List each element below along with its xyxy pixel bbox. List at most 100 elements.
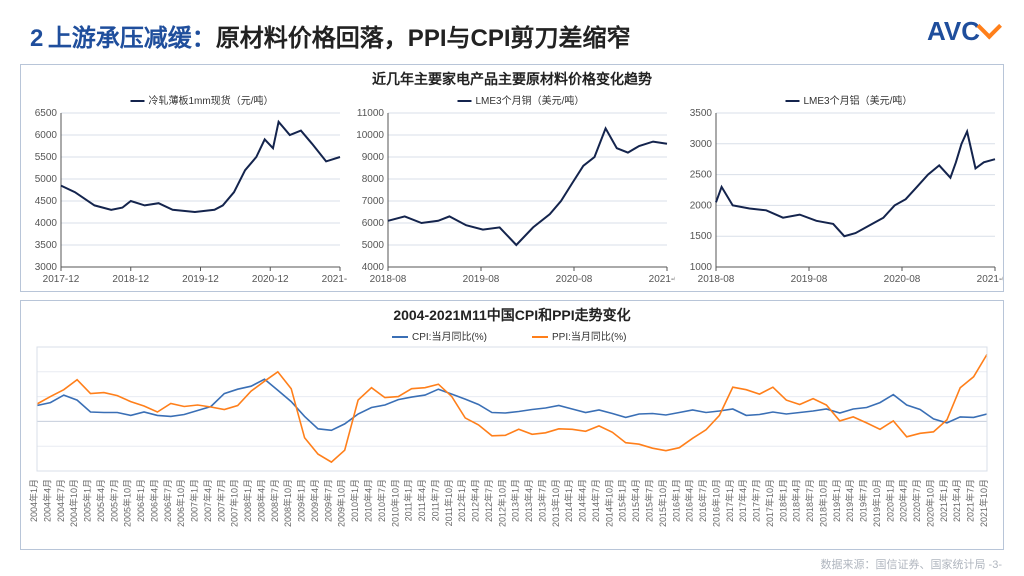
svg-text:9000: 9000 <box>362 152 385 163</box>
svg-text:2010年7月: 2010年7月 <box>376 479 387 522</box>
chart-cpi-ppi: 2004年1月2004年4月2004年7月2004年10月2005年1月2005… <box>21 327 1003 549</box>
chart-steel: 300035004000450050005500600065002017-122… <box>21 91 348 291</box>
svg-text:LME3个月铜（美元/吨）: LME3个月铜（美元/吨） <box>476 94 585 107</box>
svg-text:CPI:当月同比(%): CPI:当月同比(%) <box>412 330 487 343</box>
svg-text:2006年1月: 2006年1月 <box>135 479 146 522</box>
svg-text:PPI:当月同比(%): PPI:当月同比(%) <box>552 330 626 343</box>
page-header: 2 上游承压减缓：原材料价格回落，PPI与CPI剪刀差缩窄 <box>30 18 994 58</box>
svg-text:3000: 3000 <box>35 262 58 273</box>
svg-text:2018年4月: 2018年4月 <box>791 479 802 522</box>
svg-text:4000: 4000 <box>35 218 58 229</box>
svg-text:5000: 5000 <box>35 174 58 185</box>
top-section-title: 近几年主要家电产品主要原材料价格变化趋势 <box>21 65 1003 91</box>
svg-text:2008年7月: 2008年7月 <box>269 479 280 522</box>
svg-text:2021-08: 2021-08 <box>649 274 675 285</box>
svg-text:2012年10月: 2012年10月 <box>496 479 507 527</box>
bottom-section-title: 2004-2021M11中国CPI和PPI走势变化 <box>21 301 1003 327</box>
svg-text:2017年4月: 2017年4月 <box>737 479 748 522</box>
svg-text:2021年7月: 2021年7月 <box>965 479 976 522</box>
svg-text:2015年1月: 2015年1月 <box>617 479 628 522</box>
svg-text:1000: 1000 <box>689 262 712 273</box>
svg-text:2006年7月: 2006年7月 <box>162 479 173 522</box>
svg-text:2017年10月: 2017年10月 <box>764 479 775 527</box>
svg-text:2019-08: 2019-08 <box>790 274 827 285</box>
svg-text:7000: 7000 <box>362 196 385 207</box>
svg-text:2013年4月: 2013年4月 <box>523 479 534 522</box>
svg-text:10000: 10000 <box>357 130 385 141</box>
svg-text:2021年10月: 2021年10月 <box>978 479 989 527</box>
svg-text:2012年4月: 2012年4月 <box>470 479 481 522</box>
svg-text:2010年4月: 2010年4月 <box>363 479 374 522</box>
svg-text:2016年10月: 2016年10月 <box>710 479 721 527</box>
top-charts-section: 近几年主要家电产品主要原材料价格变化趋势 3000 3500 4000 4500 500… <box>20 64 1004 292</box>
svg-text:2010年10月: 2010年10月 <box>389 479 400 527</box>
svg-text:2008年1月: 2008年1月 <box>242 479 253 522</box>
svg-text:2007年7月: 2007年7月 <box>215 479 226 522</box>
svg-text:2019-12: 2019-12 <box>182 274 219 285</box>
svg-text:2018-12: 2018-12 <box>112 274 149 285</box>
svg-text:2013年10月: 2013年10月 <box>550 479 561 527</box>
svg-text:2021年4月: 2021年4月 <box>951 479 962 522</box>
svg-text:2004年7月: 2004年7月 <box>55 479 66 522</box>
svg-text:2500: 2500 <box>689 170 712 181</box>
svg-text:3500: 3500 <box>35 240 58 251</box>
svg-text:2014年7月: 2014年7月 <box>590 479 601 522</box>
svg-text:2014年1月: 2014年1月 <box>563 479 574 522</box>
svg-text:2019年10月: 2019年10月 <box>871 479 882 527</box>
svg-text:2020-12: 2020-12 <box>252 274 289 285</box>
svg-text:2005年7月: 2005年7月 <box>108 479 119 522</box>
svg-text:2021-12: 2021-12 <box>322 274 348 285</box>
bottom-chart-section: 2004-2021M11中国CPI和PPI走势变化 2004年1月2004年4月… <box>20 300 1004 550</box>
svg-text:2010年1月: 2010年1月 <box>349 479 360 522</box>
svg-text:2007年10月: 2007年10月 <box>229 479 240 527</box>
svg-text:2004年1月: 2004年1月 <box>28 479 39 522</box>
svg-text:11000: 11000 <box>357 108 385 119</box>
svg-text:2020年1月: 2020年1月 <box>884 479 895 522</box>
svg-text:2007年4月: 2007年4月 <box>202 479 213 522</box>
svg-text:2016年4月: 2016年4月 <box>684 479 695 522</box>
svg-text:2020年10月: 2020年10月 <box>924 479 935 527</box>
svg-text:4500: 4500 <box>35 196 58 207</box>
svg-text:2011年10月: 2011年10月 <box>443 479 454 526</box>
svg-text:2011年7月: 2011年7月 <box>429 479 440 521</box>
svg-text:2019年1月: 2019年1月 <box>831 479 842 522</box>
svg-text:2000: 2000 <box>689 200 712 211</box>
svg-text:6500: 6500 <box>35 108 58 119</box>
svg-text:4000: 4000 <box>362 262 385 273</box>
chart-aluminum: 1000150020002500300035002018-082019-0820… <box>676 91 1003 291</box>
svg-text:5000: 5000 <box>362 240 385 251</box>
svg-text:2014年10月: 2014年10月 <box>603 479 614 527</box>
svg-text:2004年4月: 2004年4月 <box>41 479 52 522</box>
svg-text:2019年7月: 2019年7月 <box>858 479 869 522</box>
svg-text:2017年7月: 2017年7月 <box>751 479 762 522</box>
svg-text:2016年1月: 2016年1月 <box>670 479 681 522</box>
svg-text:2015年10月: 2015年10月 <box>657 479 668 527</box>
svg-text:5500: 5500 <box>35 152 58 163</box>
svg-text:2020-08: 2020-08 <box>883 274 920 285</box>
svg-text:2020-08: 2020-08 <box>556 274 593 285</box>
svg-text:3500: 3500 <box>689 108 712 119</box>
svg-text:冷轧薄板1mm现货（元/吨）: 冷轧薄板1mm现货（元/吨） <box>149 94 274 107</box>
svg-text:2018年7月: 2018年7月 <box>804 479 815 522</box>
svg-text:2014年4月: 2014年4月 <box>577 479 588 522</box>
svg-text:2020年4月: 2020年4月 <box>898 479 909 522</box>
svg-text:2016年7月: 2016年7月 <box>697 479 708 522</box>
svg-text:2009年10月: 2009年10月 <box>336 479 347 527</box>
avc-logo: AVC <box>927 16 994 47</box>
svg-text:2005年4月: 2005年4月 <box>95 479 106 522</box>
svg-text:2009年1月: 2009年1月 <box>296 479 307 522</box>
title-black: 原材料价格回落，PPI与CPI剪刀差缩窄 <box>216 25 631 52</box>
svg-text:2018年1月: 2018年1月 <box>777 479 788 522</box>
svg-text:2008年4月: 2008年4月 <box>255 479 266 522</box>
svg-text:1500: 1500 <box>689 231 712 242</box>
svg-text:2013年1月: 2013年1月 <box>510 479 521 522</box>
svg-text:2008年10月: 2008年10月 <box>282 479 293 527</box>
svg-text:3000: 3000 <box>689 139 712 150</box>
chart-copper: 40005000600070008000900010000110002018-0… <box>348 91 675 291</box>
svg-text:2013年7月: 2013年7月 <box>536 479 547 522</box>
title-blue: 上游承压减缓： <box>48 25 216 52</box>
svg-text:2018-08: 2018-08 <box>370 274 407 285</box>
section-number: 2 <box>30 25 43 52</box>
data-source-footer: 数据来源：国信证券、国家统计局 -3- <box>821 556 1003 572</box>
svg-text:2018年10月: 2018年10月 <box>817 479 828 527</box>
